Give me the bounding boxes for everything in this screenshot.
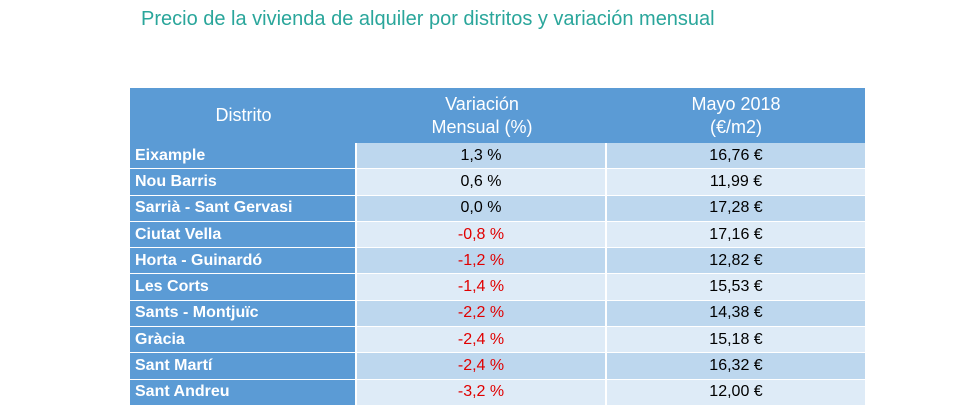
- rent-price-table: Distrito Variación Mensual (%) Mayo 2018…: [130, 88, 865, 406]
- header-variation-line2: Mensual (%): [431, 116, 533, 137]
- district-cell: Sant Andreu: [130, 379, 357, 406]
- header-price-line1: Mayo 2018: [691, 93, 781, 114]
- variation-cell: 0,6 %: [357, 169, 607, 196]
- price-cell: 14,38 €: [607, 300, 865, 328]
- variation-cell: -1,4 %: [357, 274, 607, 301]
- district-cell: Nou Barris: [130, 169, 357, 196]
- price-cell: 12,82 €: [607, 248, 865, 275]
- district-cell: Eixample: [130, 143, 357, 170]
- variation-cell: -1,2 %: [357, 248, 607, 275]
- district-cell: Sant Martí: [130, 353, 357, 380]
- table-row: Nou Barris 0,6 % 11,99 €: [130, 169, 865, 196]
- district-cell: Horta - Guinardó: [130, 248, 357, 275]
- table-row: Sant Andreu -3,2 % 12,00 €: [130, 379, 865, 406]
- price-cell: 17,16 €: [607, 221, 865, 249]
- header-price: Mayo 2018 (€/m2): [607, 88, 865, 143]
- variation-cell: -0,8 %: [357, 221, 607, 249]
- table-row: Sarrià - Sant Gervasi 0,0 % 17,28 €: [130, 195, 865, 222]
- variation-cell: -2,4 %: [357, 353, 607, 380]
- price-cell: 15,18 €: [607, 327, 865, 354]
- header-price-line2: (€/m2): [709, 116, 762, 137]
- price-cell: 16,32 €: [607, 353, 865, 380]
- price-cell: 15,53 €: [607, 274, 865, 301]
- header-variation: Variación Mensual (%): [357, 88, 607, 143]
- table-row: Gràcia -2,4 % 15,18 €: [130, 327, 865, 354]
- price-cell: 11,99 €: [607, 169, 865, 196]
- price-cell: 17,28 €: [607, 195, 865, 222]
- table-header-row: Distrito Variación Mensual (%) Mayo 2018…: [130, 88, 865, 143]
- table-row: Sants - Montjuïc -2,2 % 14,38 €: [130, 300, 865, 328]
- header-variation-line1: Variación: [445, 93, 519, 114]
- table-row: Eixample 1,3 % 16,76 €: [130, 143, 865, 170]
- price-cell: 12,00 €: [607, 379, 865, 406]
- district-cell: Gràcia: [130, 327, 357, 354]
- district-cell: Ciutat Vella: [130, 221, 357, 249]
- price-cell: 16,76 €: [607, 143, 865, 170]
- variation-cell: 0,0 %: [357, 195, 607, 222]
- table-row: Sant Martí -2,4 % 16,32 €: [130, 353, 865, 380]
- table-row: Ciutat Vella -0,8 % 17,16 €: [130, 221, 865, 249]
- page-title: Precio de la vivienda de alquiler por di…: [141, 8, 715, 30]
- district-cell: Sarrià - Sant Gervasi: [130, 195, 357, 222]
- table-row: Les Corts -1,4 % 15,53 €: [130, 274, 865, 301]
- table-row: Horta - Guinardó -1,2 % 12,82 €: [130, 248, 865, 275]
- variation-cell: -3,2 %: [357, 379, 607, 406]
- header-district: Distrito: [130, 88, 357, 143]
- district-cell: Les Corts: [130, 274, 357, 301]
- variation-cell: -2,2 %: [357, 300, 607, 328]
- district-cell: Sants - Montjuïc: [130, 300, 357, 328]
- variation-cell: -2,4 %: [357, 327, 607, 354]
- variation-cell: 1,3 %: [357, 143, 607, 170]
